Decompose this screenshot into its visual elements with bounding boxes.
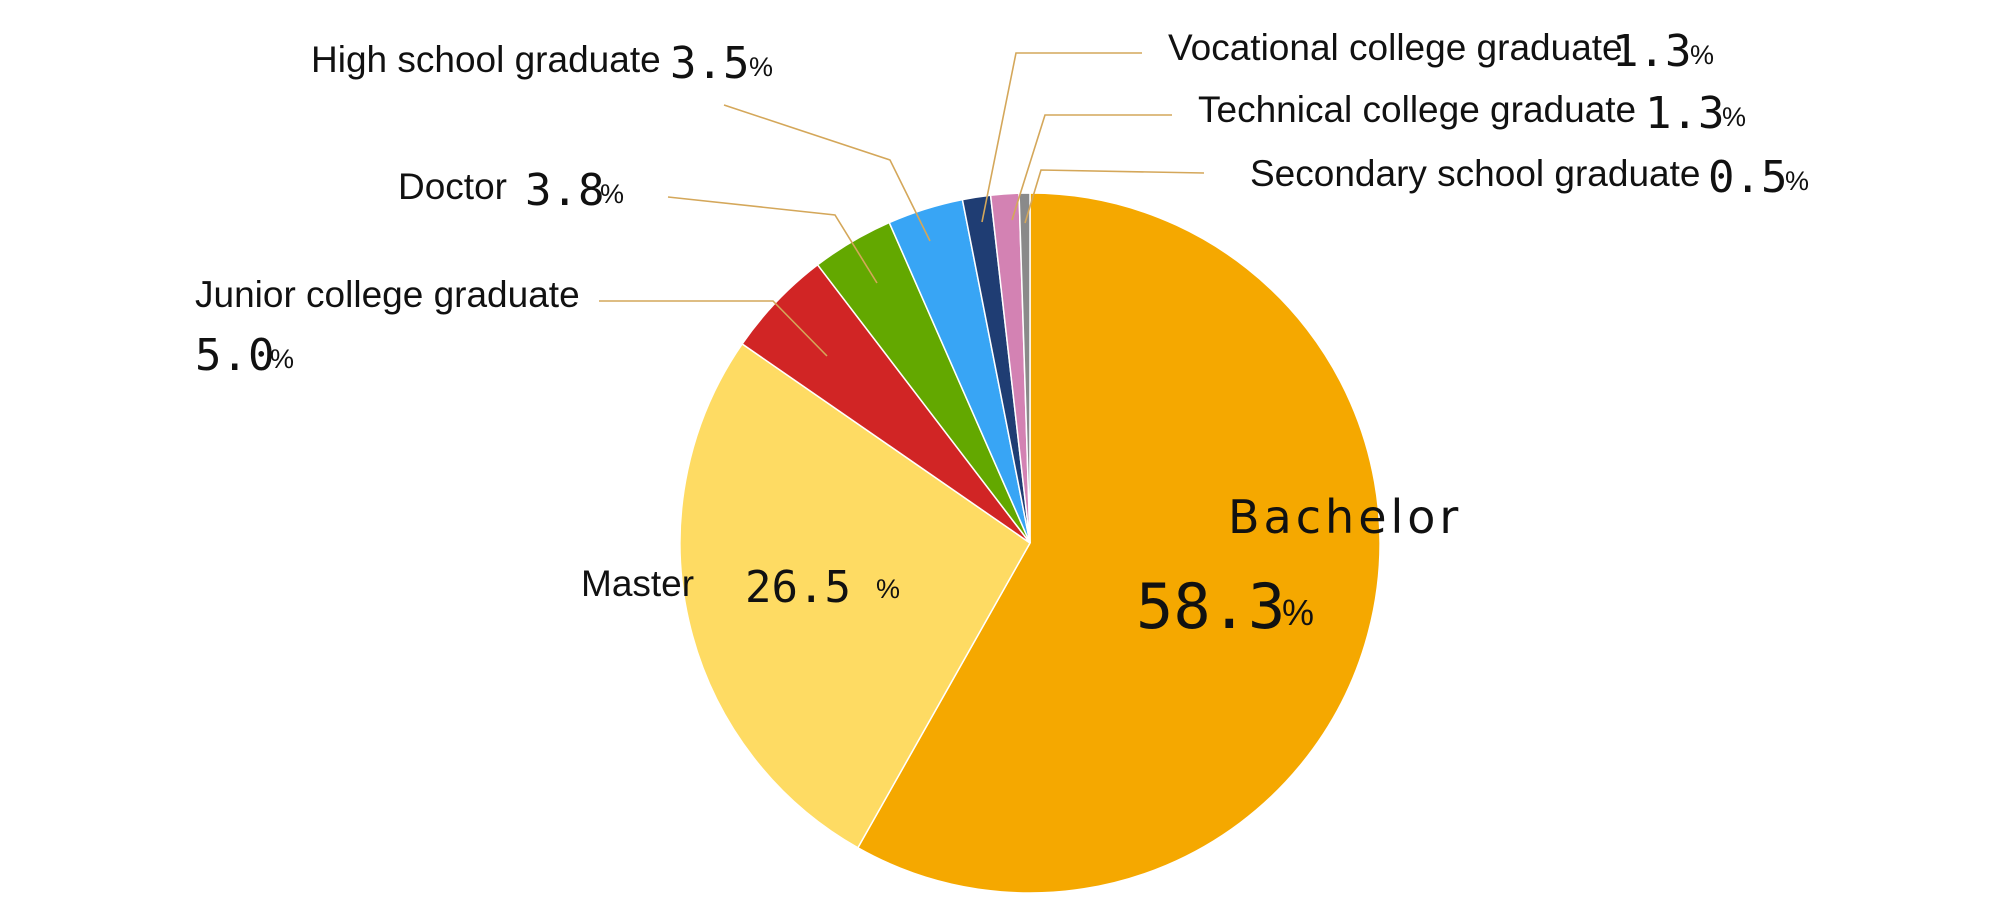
- slice-label-high-school-graduate: High school graduate: [311, 39, 661, 80]
- slice-unit-bachelor: %: [1282, 592, 1314, 633]
- slice-value-vocational-college-graduate: 1.3: [1612, 26, 1691, 77]
- slice-unit-technical-college-graduate: %: [1722, 102, 1746, 132]
- slice-value-secondary-school-graduate: 0.5: [1708, 152, 1787, 203]
- pie-slice-master: [679, 342, 1031, 849]
- slice-label-bachelor: Bachelor: [1228, 490, 1462, 544]
- slice-label-doctor: Doctor: [398, 166, 507, 207]
- slice-label-secondary-school-graduate: Secondary school graduate: [1250, 153, 1700, 194]
- slice-value-doctor: 3.8: [525, 165, 604, 216]
- slice-label-vocational-college-graduate: Vocational college graduate: [1168, 27, 1623, 68]
- slice-unit-high-school-graduate: %: [749, 52, 773, 82]
- slice-value-junior-college-graduate: 5.0: [195, 330, 274, 381]
- slice-value-high-school-graduate: 3.5: [670, 38, 749, 89]
- slice-label-master: Master: [581, 563, 694, 604]
- leader-line-doctor: [667, 196, 878, 284]
- slice-label-technical-college-graduate: Technical college graduate: [1198, 89, 1636, 130]
- slice-value-technical-college-graduate: 1.3: [1645, 88, 1724, 139]
- slice-unit-doctor: %: [600, 179, 624, 209]
- leader-line-technical-college-graduate: [1011, 114, 1172, 221]
- slice-unit-secondary-school-graduate: %: [1785, 166, 1809, 196]
- pie-slice-bachelor: [856, 192, 1381, 894]
- leader-line-vocational-college-graduate: [981, 52, 1142, 223]
- slice-unit-junior-college-graduate: %: [270, 344, 294, 374]
- pie-slice-secondary-school-graduate: [1018, 192, 1031, 544]
- leader-line-junior-college-graduate: [599, 300, 828, 357]
- slice-unit-vocational-college-graduate: %: [1690, 40, 1714, 70]
- leader-line-high-school-graduate: [723, 104, 931, 242]
- slice-label-junior-college-graduate: Junior college graduate: [195, 274, 580, 315]
- leader-line-secondary-school-graduate: [1024, 169, 1205, 224]
- slice-unit-master: %: [876, 574, 900, 604]
- slice-value-bachelor: 58.3: [1136, 570, 1285, 643]
- slice-value-master: 26.5: [745, 562, 851, 613]
